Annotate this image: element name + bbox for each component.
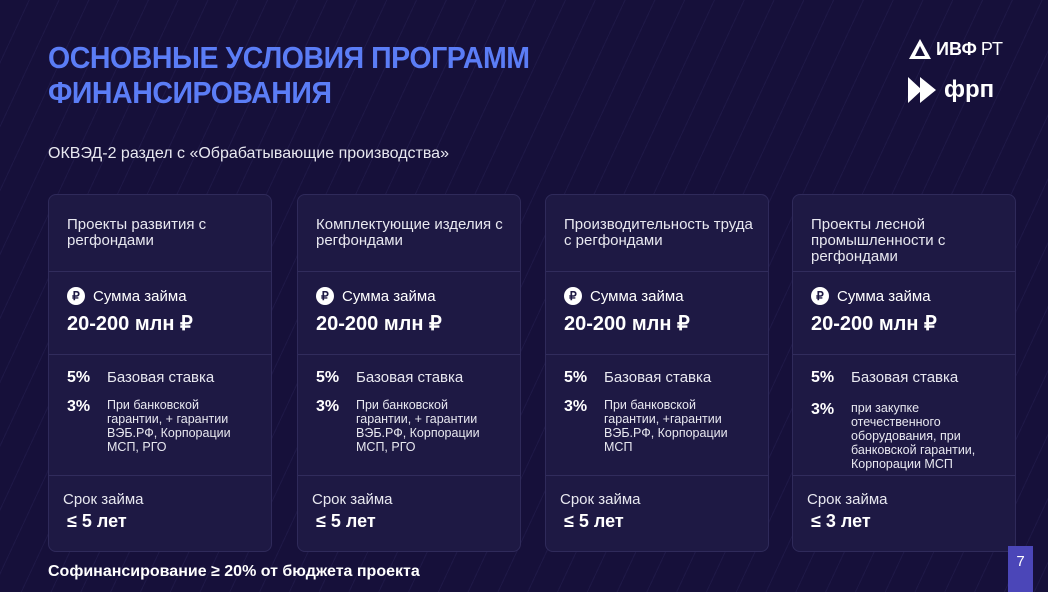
ruble-icon: ₽	[564, 287, 582, 305]
divider	[793, 354, 1015, 355]
triangle-logo-icon	[909, 39, 931, 59]
subtitle: ОКВЭД-2 раздел с «Обрабатывающие произво…	[48, 145, 449, 162]
divider	[546, 475, 768, 476]
frp-logo: фрп	[908, 76, 994, 104]
reduced-rate: 3%	[564, 398, 588, 415]
divider	[298, 475, 520, 476]
divider	[49, 354, 271, 355]
page-number: 7	[1008, 546, 1033, 592]
card-title: Проекты лесной промышленности с регфонда…	[811, 216, 946, 265]
base-rate: 5%	[316, 369, 340, 386]
ivf-rt-logo: ИВФ РТ	[908, 38, 1003, 60]
cofinancing-note: Софинансирование ≥ 20% от бюджета проект…	[48, 563, 420, 580]
divider	[298, 354, 520, 355]
term-value: ≤ 3 лет	[811, 511, 871, 531]
divider	[298, 271, 520, 272]
page-title: ОСНОВНЫЕ УСЛОВИЯ ПРОГРАММ ФИНАНСИРОВАНИЯ	[48, 40, 530, 110]
base-rate: 5%	[811, 369, 835, 386]
sum-label: Сумма займа	[93, 287, 187, 305]
card-title: Производительность труда с регфондами	[564, 216, 753, 249]
ruble-icon: ₽	[316, 287, 334, 305]
term-value: ≤ 5 лет	[564, 511, 624, 531]
divider	[546, 354, 768, 355]
reduced-rate: 3%	[811, 401, 835, 418]
sum-label: Сумма займа	[837, 287, 931, 305]
divider	[49, 271, 271, 272]
reduced-rate-condition: При банковской гарантии, + гарантии ВЭБ.…	[356, 398, 480, 454]
loan-amount: 20-200 млн ₽	[564, 313, 690, 335]
base-rate-label: Базовая ставка	[107, 369, 215, 386]
program-card: Проекты развития с регфондами ₽ Сумма зай…	[48, 194, 272, 552]
divider	[793, 271, 1015, 272]
reduced-rate-condition: При банковской гарантии, + гарантии ВЭБ.…	[107, 398, 231, 454]
divider	[546, 271, 768, 272]
card-title: Комплектующие изделия с регфондами	[316, 216, 503, 249]
reduced-rate-condition: При банковской гарантии, +гарантии ВЭБ.Р…	[604, 398, 728, 454]
base-rate: 5%	[67, 369, 91, 386]
reduced-rate: 3%	[316, 398, 340, 415]
divider	[49, 475, 271, 476]
ruble-icon: ₽	[811, 287, 829, 305]
loan-amount: 20-200 млн ₽	[811, 313, 937, 335]
sum-label: Сумма займа	[342, 287, 436, 305]
reduced-rate-condition: при закупке отечественного оборудования,…	[851, 401, 976, 471]
base-rate-label: Базовая ставка	[356, 369, 464, 386]
double-arrow-icon	[908, 77, 936, 103]
term-label: Срок займа	[807, 491, 888, 508]
reduced-rate: 3%	[67, 398, 91, 415]
program-card: Проекты лесной промышленности с регфонда…	[792, 194, 1016, 552]
term-label: Срок займа	[63, 491, 144, 508]
term-value: ≤ 5 лет	[316, 511, 376, 531]
card-title: Проекты развития с регфондами	[67, 216, 207, 249]
base-rate-label: Базовая ставка	[604, 369, 712, 386]
sum-label: Сумма займа	[590, 287, 684, 305]
ruble-icon: ₽	[67, 287, 85, 305]
base-rate: 5%	[564, 369, 588, 386]
term-value: ≤ 5 лет	[67, 511, 127, 531]
base-rate-label: Базовая ставка	[851, 369, 959, 386]
program-card: Производительность труда с регфондами ₽ С…	[545, 194, 769, 552]
term-label: Срок займа	[312, 491, 393, 508]
term-label: Срок займа	[560, 491, 641, 508]
program-card: Комплектующие изделия с регфондами ₽ Сумм…	[297, 194, 521, 552]
loan-amount: 20-200 млн ₽	[316, 313, 442, 335]
divider	[793, 475, 1015, 476]
loan-amount: 20-200 млн ₽	[67, 313, 193, 335]
